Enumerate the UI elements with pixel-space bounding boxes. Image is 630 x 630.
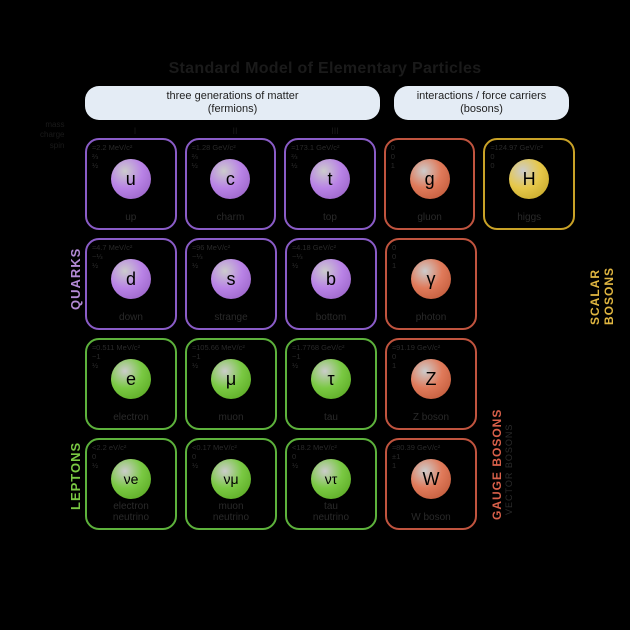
particle-tau-neutrino: <18.2 MeV/c²0½ντtau neutrino [285, 438, 377, 530]
particle-bottom: ≈4.18 GeV/c²−⅓½bbottom [285, 238, 377, 330]
particle-muon: ≈105.66 MeV/c²−1½μmuon [185, 338, 277, 430]
header-bosons: interactions / force carriers (bosons) [394, 86, 569, 120]
particle-electron: ≈0.511 MeV/c²−1½eelectron [85, 338, 177, 430]
particle-name: tau [287, 412, 375, 423]
particle-name: strange [187, 312, 275, 323]
label-scalar: SCALAR BOSONS [588, 267, 616, 325]
particle-symbol: e [111, 359, 151, 399]
particle-name: higgs [485, 212, 573, 223]
particle-mass: ≈0.511 MeV/c² [92, 343, 170, 352]
particle-W-boson: ≈80.39 GeV/c²±11WW boson [385, 438, 477, 530]
particle-name: electron [87, 412, 175, 423]
particle-mass: <0.17 MeV/c² [192, 443, 270, 452]
generation-row: I II III [85, 126, 575, 136]
particle-symbol: νe [111, 459, 151, 499]
label-leptons: LEPTONS [68, 442, 83, 510]
particle-name: muon [187, 412, 275, 423]
particle-symbol: Z [411, 359, 451, 399]
particle-mass: ≈124.97 GeV/c² [490, 143, 568, 152]
particle-symbol: s [211, 259, 251, 299]
property-labels: mass charge spin [40, 120, 64, 151]
particle-symbol: μ [211, 359, 251, 399]
particle-name: photon [387, 312, 475, 323]
particle-row: ≈4.7 MeV/c²−⅓½ddown≈96 MeV/c²−⅓½sstrange… [85, 238, 575, 330]
particle-symbol: b [311, 259, 351, 299]
particle-symbol: τ [311, 359, 351, 399]
particle-Z-boson: ≈91.19 GeV/c²01ZZ boson [385, 338, 477, 430]
particle-up: ≈2.2 MeV/c²⅔½uup [85, 138, 177, 230]
particle-name: top [286, 212, 374, 223]
label-vector: VECTOR BOSONS [504, 424, 514, 515]
particle-name: W boson [387, 512, 475, 523]
particle-name: bottom [287, 312, 375, 323]
particle-mass: ≈105.66 MeV/c² [192, 343, 270, 352]
particle-symbol: ντ [311, 459, 351, 499]
particle-photon: 001γphoton [385, 238, 477, 330]
particle-down: ≈4.7 MeV/c²−⅓½ddown [85, 238, 177, 330]
particle-name: electron neutrino [87, 501, 175, 523]
gen-2: II [185, 126, 285, 136]
particle-mass: ≈173.1 GeV/c² [291, 143, 369, 152]
label-gauge: GAUGE BOSONS [490, 409, 504, 520]
particle-name: Z boson [387, 412, 475, 423]
particle-mass: ≈1.28 GeV/c² [192, 143, 270, 152]
particle-symbol: H [509, 159, 549, 199]
particle-muon-neutrino: <0.17 MeV/c²0½νμmuon neutrino [185, 438, 277, 530]
particle-name: muon neutrino [187, 501, 275, 523]
particle-symbol: t [310, 159, 350, 199]
particle-mass: ≈2.2 MeV/c² [92, 143, 170, 152]
gen-3: III [285, 126, 385, 136]
header-fermions: three generations of matter (fermions) [85, 86, 380, 120]
particle-mass: <18.2 MeV/c² [292, 443, 370, 452]
particle-tau: ≈1.7768 GeV/c²−1½τtau [285, 338, 377, 430]
particle-row: ≈2.2 MeV/c²⅔½uup≈1.28 GeV/c²⅔½ccharm≈173… [85, 138, 575, 230]
particle-mass: <2.2 eV/c² [92, 443, 170, 452]
particle-symbol: d [111, 259, 151, 299]
particle-symbol: W [411, 459, 451, 499]
header-row: three generations of matter (fermions) i… [85, 86, 575, 120]
particle-name: up [87, 212, 175, 223]
particle-electron-neutrino: <2.2 eV/c²0½νeelectron neutrino [85, 438, 177, 530]
particle-symbol: u [111, 159, 151, 199]
label-quarks: QUARKS [68, 248, 83, 310]
particle-symbol: g [410, 159, 450, 199]
particle-mass: ≈1.7768 GeV/c² [292, 343, 370, 352]
particle-strange: ≈96 MeV/c²−⅓½sstrange [185, 238, 277, 330]
particle-mass: ≈91.19 GeV/c² [392, 343, 470, 352]
particle-mass: ≈4.18 GeV/c² [292, 243, 370, 252]
particle-name: gluon [386, 212, 474, 223]
chart-title: Standard Model of Elementary Particles [75, 60, 575, 78]
particle-gluon: 001ggluon [384, 138, 476, 230]
particle-mass: 0 [391, 143, 469, 152]
gen-1: I [85, 126, 185, 136]
particle-symbol: γ [411, 259, 451, 299]
particle-name: tau neutrino [287, 501, 375, 523]
particle-mass: ≈80.39 GeV/c² [392, 443, 470, 452]
particle-symbol: νμ [211, 459, 251, 499]
particle-top: ≈173.1 GeV/c²⅔½ttop [284, 138, 376, 230]
particle-mass: 0 [392, 243, 470, 252]
particle-mass: ≈96 MeV/c² [192, 243, 270, 252]
particle-name: down [87, 312, 175, 323]
particle-name: charm [187, 212, 275, 223]
particle-charm: ≈1.28 GeV/c²⅔½ccharm [185, 138, 277, 230]
particle-symbol: c [210, 159, 250, 199]
particle-higgs: ≈124.97 GeV/c²00Hhiggs [483, 138, 575, 230]
particle-mass: ≈4.7 MeV/c² [92, 243, 170, 252]
